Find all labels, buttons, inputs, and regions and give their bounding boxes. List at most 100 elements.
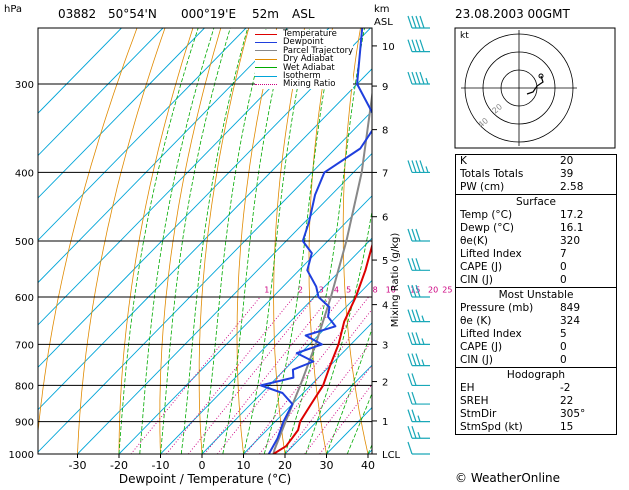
index-value: 0 xyxy=(560,261,612,274)
wind-barb xyxy=(408,16,430,28)
index-value: 16.1 xyxy=(560,222,612,235)
index-value: 320 xyxy=(560,235,612,248)
index-row: EH-2 xyxy=(456,382,616,395)
wind-barb-flag xyxy=(420,40,424,52)
dry-adiabat-line xyxy=(199,16,252,455)
index-value: 5 xyxy=(560,328,612,341)
index-name: Dewp (°C) xyxy=(460,222,560,235)
index-row: θe(K)320 xyxy=(456,235,616,248)
legend-swatch xyxy=(255,76,277,77)
pressure-tick-label: 1000 xyxy=(9,450,34,461)
wind-barb-flag xyxy=(408,160,412,172)
wind-barb-flag xyxy=(416,354,420,366)
wind-barb-flag xyxy=(408,442,412,454)
wind-barb-flag xyxy=(412,332,416,344)
wind-barb-flag xyxy=(416,160,420,172)
wind-barb-flag xyxy=(412,410,416,422)
wind-barb-flag xyxy=(408,229,412,241)
x-axis-label: Dewpoint / Temperature (°C) xyxy=(119,472,291,486)
wind-barb-flag xyxy=(420,160,424,172)
wind-barb-flag xyxy=(408,410,412,422)
index-row: PW (cm)2.58 xyxy=(456,181,616,194)
wind-barb-flag xyxy=(408,310,412,322)
wind-barb-flag xyxy=(416,40,420,52)
index-name: SREH xyxy=(460,395,560,408)
mixing-ratio-label: 2 xyxy=(298,285,303,294)
index-name: StmDir xyxy=(460,408,560,421)
wind-barb-flag xyxy=(408,373,412,385)
index-section-title: Surface xyxy=(456,195,616,209)
x-tick-label: 10 xyxy=(237,459,251,472)
dry-adiabat-line xyxy=(78,16,170,455)
mixing-ratio-label: 3 xyxy=(319,285,324,294)
x-tick-label: 30 xyxy=(320,459,334,472)
index-row: Dewp (°C)16.1 xyxy=(456,222,616,235)
index-section-title: Hodograph xyxy=(456,368,616,382)
wind-barb-flag xyxy=(408,16,412,28)
km-asl-label: ASL xyxy=(374,17,393,28)
wind-barb xyxy=(408,373,430,385)
index-value: 0 xyxy=(560,274,612,287)
km-tick-label: 6 xyxy=(382,213,388,224)
index-name: Pressure (mb) xyxy=(460,302,560,315)
pressure-tick-label: 700 xyxy=(15,340,34,351)
x-tick-label: -30 xyxy=(69,459,87,472)
wind-barb-flag xyxy=(408,258,412,270)
wind-barb-flag xyxy=(408,354,412,366)
wet-adiabat-line xyxy=(119,16,202,455)
index-name: PW (cm) xyxy=(460,181,560,194)
km-tick-label: 2 xyxy=(382,378,388,389)
dry-adiabat-line xyxy=(160,16,225,455)
wind-barb-flag xyxy=(412,258,416,270)
wet-adiabat-line xyxy=(161,16,235,455)
hpa-label: hPa xyxy=(4,4,22,15)
mixing-ratio-line xyxy=(188,297,314,454)
wind-barb-flag xyxy=(412,16,416,28)
index-value: -2 xyxy=(560,382,612,395)
legend-swatch xyxy=(255,59,277,60)
wind-barb-half xyxy=(418,416,420,422)
wind-barb xyxy=(408,354,430,366)
index-name: EH xyxy=(460,382,560,395)
pressure-tick-label: 300 xyxy=(15,80,34,91)
km-label: km xyxy=(374,4,390,15)
legend-swatch xyxy=(255,67,277,68)
mixing-ratio-axis-label: Mixing Ratio (g/kg) xyxy=(390,233,401,328)
km-tick-label: 4 xyxy=(382,301,388,312)
km-tick-label: 8 xyxy=(382,126,388,137)
index-name: CIN (J) xyxy=(460,274,560,287)
index-name: Temp (°C) xyxy=(460,209,560,222)
index-name: CAPE (J) xyxy=(460,261,560,274)
x-tick-label: 0 xyxy=(199,459,206,472)
hodograph-unit-label: kt xyxy=(460,31,469,41)
wind-barb-flag xyxy=(416,229,420,241)
index-value: 7 xyxy=(560,248,612,261)
index-value: 849 xyxy=(560,302,612,315)
wind-barb xyxy=(408,160,430,172)
index-value: 0 xyxy=(560,341,612,354)
wind-barb-flag xyxy=(412,40,416,52)
index-value: 15 xyxy=(560,421,612,434)
pressure-tick-label: 500 xyxy=(15,237,34,248)
wind-barb xyxy=(408,72,430,84)
station-longitude: 000°19'E xyxy=(181,7,236,21)
wind-barb-flag xyxy=(416,258,420,270)
wind-barb-half xyxy=(418,432,420,438)
wind-barb xyxy=(408,426,430,438)
wind-barb-half xyxy=(422,338,424,344)
mixing-ratio-line xyxy=(320,297,439,454)
x-tick-label: 40 xyxy=(361,459,375,472)
index-row: CAPE (J)0 xyxy=(456,341,616,354)
station-latitude: 50°54'N xyxy=(108,7,157,21)
km-tick-label: LCL xyxy=(382,450,401,461)
wind-barb-flag xyxy=(412,354,416,366)
index-row: CIN (J)0 xyxy=(456,354,616,367)
mixing-ratio-line xyxy=(166,297,293,454)
wind-barb-flag xyxy=(408,72,412,84)
index-name: StmSpd (kt) xyxy=(460,421,560,434)
